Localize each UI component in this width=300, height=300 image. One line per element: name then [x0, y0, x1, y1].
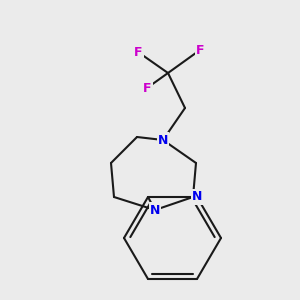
Text: N: N	[150, 203, 160, 217]
Text: F: F	[196, 44, 204, 56]
Text: F: F	[134, 46, 142, 59]
Text: N: N	[192, 190, 202, 203]
Text: N: N	[158, 134, 168, 146]
Text: F: F	[143, 82, 151, 94]
